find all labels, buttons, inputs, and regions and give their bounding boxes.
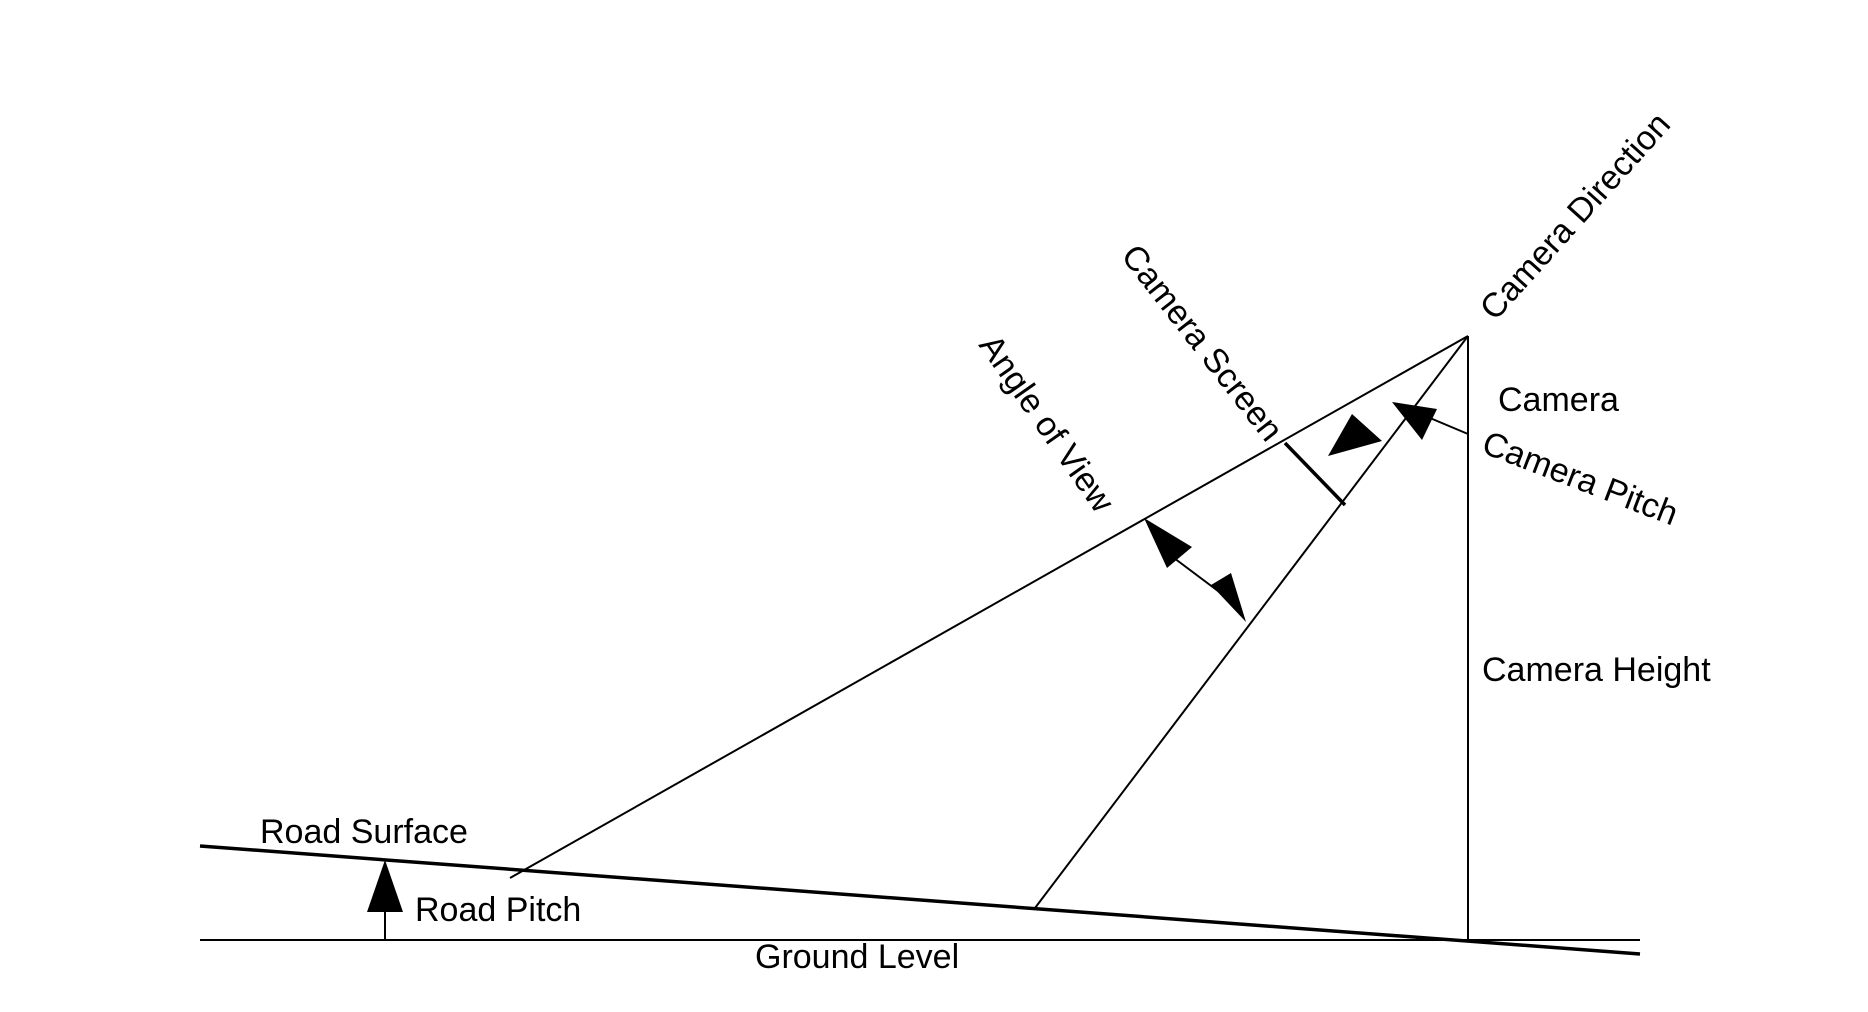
- camera-pitch-label: Camera Pitch: [1477, 424, 1683, 533]
- camera-screen-arrowhead: [1328, 414, 1382, 456]
- upper-view-ray: [509, 335, 1469, 879]
- camera-pitch-arrowhead: [1392, 402, 1437, 440]
- camera-pitch-pointer-line: [1429, 417, 1469, 435]
- camera-direction-ray: [1034, 335, 1469, 909]
- road-surface-label: Road Surface: [260, 813, 468, 851]
- road-pitch-label: Road Pitch: [415, 891, 581, 929]
- angle-of-view-label: Angle of View: [971, 328, 1121, 520]
- camera-height-label: Camera Height: [1482, 651, 1711, 689]
- angle-of-view-arrowhead-lower: [1211, 573, 1246, 622]
- camera-screen-line: [1283, 441, 1347, 507]
- camera-label: Camera: [1498, 381, 1619, 419]
- camera-direction-label: Camera Direction: [1473, 105, 1678, 327]
- camera-screen-label: Camera Screen: [1114, 238, 1291, 449]
- ground-level-label: Ground Level: [755, 938, 959, 976]
- road-pitch-arrowhead: [367, 860, 403, 912]
- road-surface-line: [199, 844, 1641, 956]
- angle-of-view-arrowhead-upper: [1144, 518, 1192, 568]
